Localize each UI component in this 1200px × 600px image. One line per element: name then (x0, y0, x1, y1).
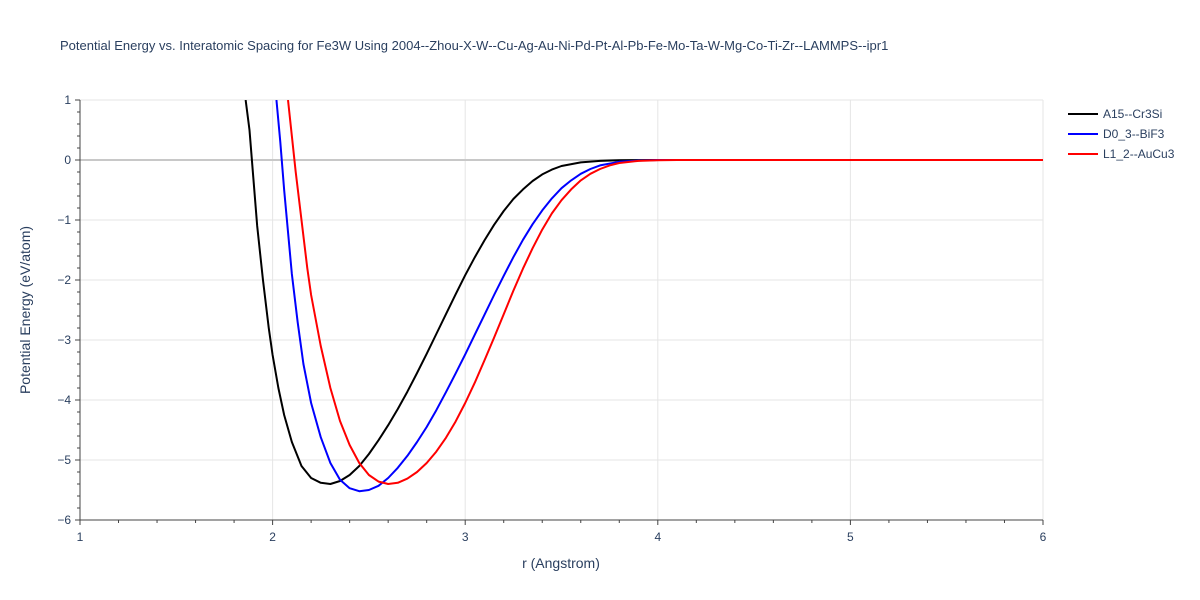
series-line-3 (287, 100, 1043, 485)
x-tick-label: 5 (847, 530, 854, 544)
tick-labels: 1 2 3 4 5 6 1 0 −1 −2 −3 −4 −5 −6 (57, 93, 1046, 544)
grid-lines (80, 99, 1044, 520)
x-tick-label: 6 (1040, 530, 1047, 544)
y-tick-label: −2 (57, 273, 71, 287)
legend-label: D0_3--BiF3 (1103, 127, 1165, 141)
y-tick-label: 1 (64, 93, 71, 107)
y-tick-label: −6 (57, 513, 71, 527)
series-lines (244, 100, 1043, 493)
legend-label: A15--Cr3Si (1103, 107, 1162, 121)
y-tick-label: −3 (57, 333, 71, 347)
series-line-1 (244, 100, 1043, 485)
x-tick-label: 2 (269, 530, 276, 544)
axes (75, 99, 1044, 525)
x-axis-title: r (Angstrom) (522, 555, 600, 571)
legend-label: L1_2--AuCu3 (1103, 147, 1175, 161)
x-tick-label: 1 (77, 530, 84, 544)
x-tick-label: 4 (654, 530, 661, 544)
chart-title: Potential Energy vs. Interatomic Spacing… (60, 38, 888, 53)
y-tick-label: −1 (57, 213, 71, 227)
y-tick-label: −5 (57, 453, 71, 467)
x-tick-label: 3 (462, 530, 469, 544)
plot-area (244, 100, 1043, 493)
legend: A15--Cr3Si D0_3--BiF3 L1_2--AuCu3 (1068, 107, 1175, 161)
y-axis-title: Potential Energy (eV/atom) (17, 226, 33, 394)
y-tick-label: −4 (57, 393, 71, 407)
y-tick-label: 0 (64, 153, 71, 167)
